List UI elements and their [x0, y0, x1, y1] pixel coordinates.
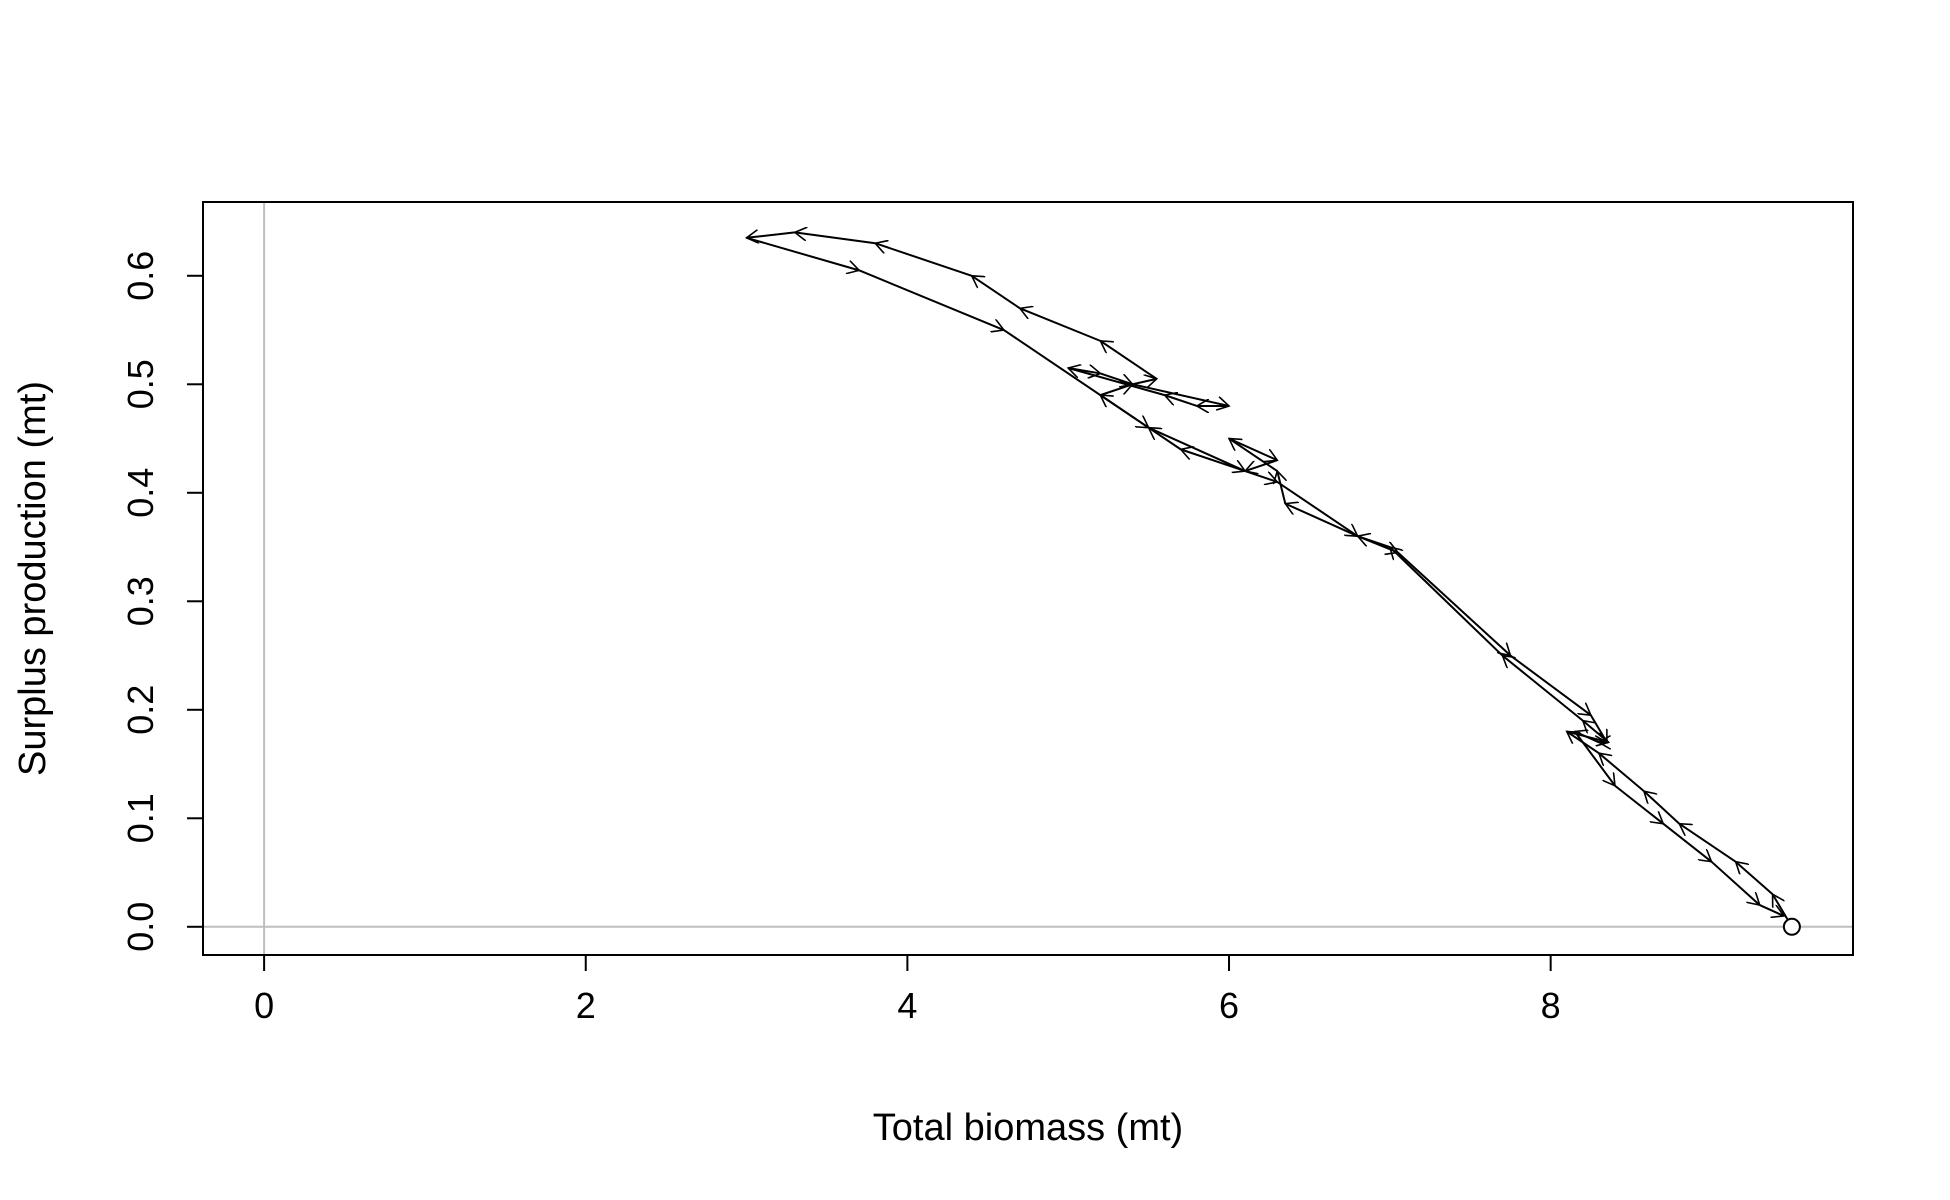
trajectory-segment — [746, 236, 860, 271]
trajectory-segment — [1229, 439, 1278, 472]
trajectory-segment — [1244, 470, 1277, 482]
trajectory-segment — [858, 269, 1004, 330]
trajectory-segment — [972, 276, 1021, 310]
trajectory-segment — [1502, 656, 1584, 722]
trajectory-segment — [1100, 341, 1158, 380]
trajectory-segment — [1285, 504, 1359, 538]
trajectory-segment — [1397, 551, 1511, 655]
trajectory-segment — [747, 232, 795, 237]
trajectory-segment — [1149, 428, 1182, 451]
trajectory-segment — [1390, 547, 1504, 657]
x-tick-label: 0 — [254, 985, 274, 1026]
plot-area-frame — [202, 201, 1854, 956]
trajectory-segment — [1679, 824, 1737, 863]
trajectory-segment — [1100, 372, 1132, 384]
start-point-marker — [1782, 917, 1801, 936]
trajectory-segment — [1662, 822, 1711, 862]
trajectory-segment — [795, 232, 876, 245]
y-tick-label: 0.1 — [120, 793, 161, 843]
y-tick-label: 0.4 — [120, 468, 161, 518]
x-tick-label: 2 — [576, 985, 596, 1026]
series-path — [746, 232, 1801, 936]
x-axis-title: Total biomass (mt) — [873, 1107, 1183, 1149]
trajectory-segment — [1599, 753, 1645, 792]
trajectory-segment — [1132, 383, 1229, 406]
trajectory-segment — [875, 243, 973, 277]
trajectory-segment — [1245, 459, 1278, 471]
trajectory-segment — [1644, 791, 1680, 825]
y-tick-label: 0.5 — [120, 359, 161, 409]
y-tick-label: 0.3 — [120, 576, 161, 626]
trajectory-segment — [1736, 862, 1774, 895]
trajectory-segment — [1148, 426, 1245, 471]
trajectory-segment — [1068, 368, 1100, 373]
trajectory-segment — [1357, 535, 1398, 552]
trajectory-segment — [1573, 730, 1615, 785]
trajectory-segment — [1132, 379, 1157, 384]
x-axis: 0 2 4 6 8 — [254, 955, 1561, 1026]
trajectory-segment — [1100, 384, 1132, 397]
trajectory-segment — [1575, 731, 1600, 744]
trajectory-segment — [1228, 437, 1277, 461]
trajectory-segment — [1165, 395, 1198, 407]
y-axis-title: Surplus production (mt) — [12, 381, 54, 776]
trajectory-segment — [1614, 784, 1663, 824]
y-axis: 0.0 0.1 0.2 0.3 0.4 0.5 0.6 — [120, 251, 203, 952]
y-tick-label: 0.6 — [120, 251, 161, 301]
trajectory-segment — [1710, 860, 1759, 905]
trajectory-segment — [1276, 481, 1357, 536]
trajectory-segment — [1020, 308, 1101, 342]
x-tick-label: 6 — [1219, 985, 1239, 1026]
y-tick-label: 0.2 — [120, 685, 161, 735]
trajectory-segment — [1759, 904, 1784, 916]
trajectory-segment — [1068, 368, 1165, 397]
x-tick-label: 8 — [1541, 985, 1561, 1026]
trajectory-segment — [1003, 329, 1149, 428]
y-tick-label: 0.0 — [120, 902, 161, 952]
trajectory-segment — [1509, 654, 1590, 716]
x-tick-label: 4 — [897, 985, 917, 1026]
reference-lines — [203, 202, 1853, 955]
